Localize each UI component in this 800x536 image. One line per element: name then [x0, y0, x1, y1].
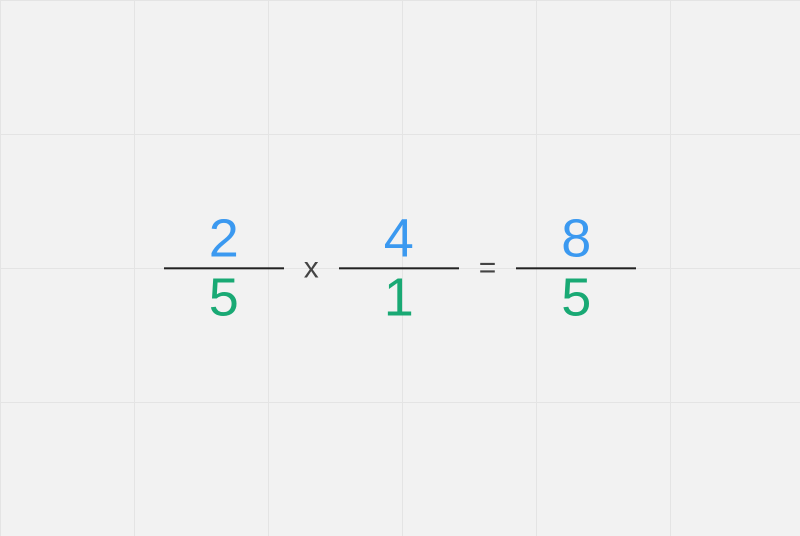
fraction-2-numerator: 4	[384, 210, 414, 267]
fraction-2: 4 1	[339, 210, 459, 325]
fraction-result-denominator: 5	[561, 269, 591, 326]
equals-operator: =	[475, 251, 501, 285]
fraction-1-denominator: 5	[209, 269, 239, 326]
fraction-result-numerator: 8	[561, 210, 591, 267]
multiply-operator: x	[300, 251, 323, 285]
fraction-1: 2 5	[164, 210, 284, 325]
fraction-equation: 2 5 x 4 1 = 8 5	[0, 210, 800, 325]
fraction-1-numerator: 2	[209, 210, 239, 267]
math-canvas: 2 5 x 4 1 = 8 5	[0, 0, 800, 536]
fraction-2-denominator: 1	[384, 269, 414, 326]
fraction-result: 8 5	[516, 210, 636, 325]
